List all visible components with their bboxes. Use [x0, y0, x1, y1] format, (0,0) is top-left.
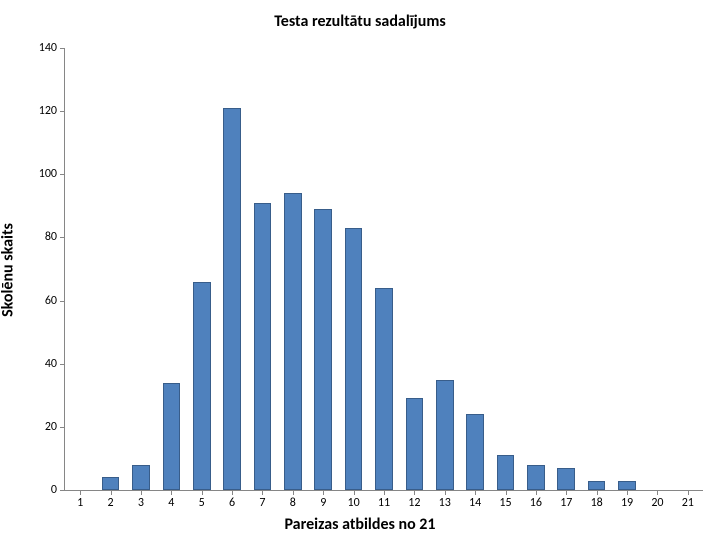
y-tick-label: 40: [45, 357, 65, 371]
x-tick-label: 6: [229, 490, 235, 510]
x-tick-label: 21: [682, 490, 694, 510]
y-tick-label: 120: [39, 104, 65, 118]
x-tick-label: 18: [591, 490, 603, 510]
bar: [618, 481, 636, 490]
bar: [314, 209, 332, 490]
bar: [132, 465, 150, 490]
x-tick-label: 1: [77, 490, 83, 510]
x-tick-label: 9: [320, 490, 326, 510]
x-tick-label: 3: [138, 490, 144, 510]
y-tick-label: 80: [45, 230, 65, 244]
y-axis-label: Skolēnu skaits: [0, 223, 18, 317]
bar: [406, 398, 424, 490]
x-tick-label: 8: [290, 490, 296, 510]
x-tick-label: 16: [530, 490, 542, 510]
x-axis-label: Pareizas atbildes no 21: [0, 515, 720, 534]
bar: [254, 203, 272, 490]
chart-title: Testa rezultātu sadalījums: [0, 12, 720, 31]
bar: [223, 108, 241, 490]
x-tick-label: 15: [499, 490, 511, 510]
bar: [284, 193, 302, 490]
x-tick-label: 10: [348, 490, 360, 510]
x-tick-label: 17: [560, 490, 572, 510]
y-tick-label: 0: [51, 483, 65, 497]
x-tick-label: 4: [168, 490, 174, 510]
bar: [345, 228, 363, 490]
x-tick-label: 11: [378, 490, 390, 510]
bar: [497, 455, 515, 490]
bar: [163, 383, 181, 490]
x-tick-label: 5: [199, 490, 205, 510]
bar: [436, 380, 454, 491]
x-tick-label: 7: [259, 490, 265, 510]
y-tick-label: 60: [45, 294, 65, 308]
x-tick-label: 12: [408, 490, 420, 510]
y-tick-label: 20: [45, 420, 65, 434]
bar: [557, 468, 575, 490]
bar: [375, 288, 393, 490]
bar: [102, 477, 120, 490]
x-tick-label: 2: [108, 490, 114, 510]
x-tick-label: 14: [469, 490, 481, 510]
x-tick-label: 19: [621, 490, 633, 510]
y-tick-label: 140: [39, 41, 65, 55]
x-tick-label: 13: [439, 490, 451, 510]
bar: [527, 465, 545, 490]
plot-area: 0204060801001201401234567891011121314151…: [64, 48, 703, 491]
chart-container: Testa rezultātu sadalījums Skolēnu skait…: [0, 0, 720, 540]
bar: [193, 282, 211, 490]
x-tick-label: 20: [651, 490, 663, 510]
bar: [588, 481, 606, 490]
y-tick-label: 100: [39, 167, 65, 181]
bar: [466, 414, 484, 490]
